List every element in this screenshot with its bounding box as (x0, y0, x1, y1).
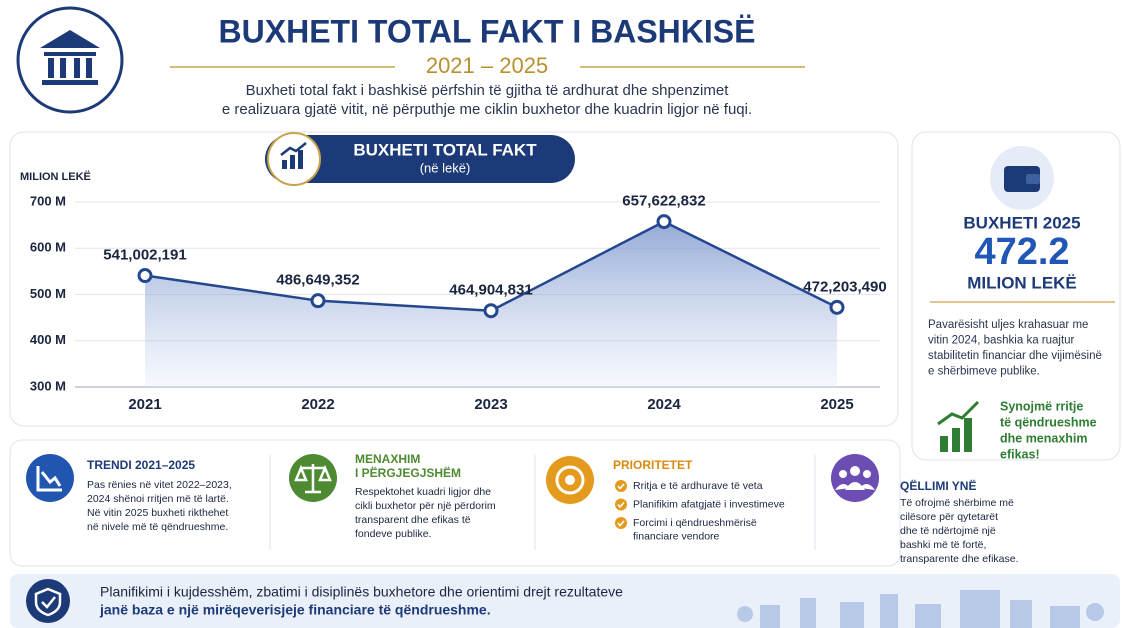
sidebar-text: Pavarësisht uljes krahasuar me vitin 2024… (928, 319, 1102, 461)
wallet-icon (1026, 174, 1040, 184)
sidebar-unit: MILION LEKË (967, 273, 1077, 292)
sidebar-title: BUXHETI 2025 (963, 213, 1080, 232)
card-text: Respektohet kuadri ligjor dhe (355, 486, 491, 498)
value-label: 486,649,352 (276, 272, 359, 289)
card-title: I PËRGJEGJSHËM (355, 465, 461, 480)
sidebar-line: Pavarësisht uljes krahasuar me (928, 319, 1088, 331)
sidebar-line: stabilitetin financiar dhe vijimësinë (928, 350, 1102, 362)
title: BUXHETI TOTAL FAKT I BASHKISË (219, 13, 756, 49)
check-icon (615, 480, 627, 492)
x-tick-label: 2022 (301, 396, 334, 413)
card-item: Rritja e të ardhurave të veta (633, 480, 763, 492)
card-text: transparent dhe efikas të (355, 514, 471, 526)
point (829, 299, 845, 315)
check-icon (615, 498, 627, 511)
x-tick-label: 2023 (474, 396, 507, 413)
description-line: e realizuara gjatë vitit, në përputhje m… (222, 101, 752, 118)
chart-badge (265, 135, 575, 183)
years: 2021 – 2025 (426, 53, 548, 78)
x-tick-label: 2025 (820, 396, 853, 413)
y-tick-label: 400 M (30, 332, 66, 347)
check-icon (617, 501, 625, 509)
card-title: TRENDI 2021–2025 (87, 458, 195, 472)
check-icon (615, 517, 627, 529)
trend-icon (36, 466, 62, 492)
card-text: Në vitin 2025 buxheti rikthehet (87, 507, 228, 519)
chart-icon (280, 142, 307, 169)
card-text: Pas rënies në vitet 2022–2023, (87, 479, 232, 491)
highlight-line: Synojmë rritje (1000, 399, 1083, 413)
value-label: 657,622,832 (622, 193, 705, 210)
plot: 300 M 400 M 500 M 600 M 700 M 541,002,191 486,… (30, 193, 887, 413)
footer-icon (26, 579, 70, 623)
point (310, 293, 326, 309)
cards-panel (9, 439, 901, 567)
growth-icon (937, 400, 980, 452)
target-icon (565, 475, 575, 485)
cards: TRENDI 2021–2025 Pas rënies në vitet 2022… (87, 452, 1019, 565)
check-icon (617, 483, 625, 490)
card-item: Forcimi i qëndrueshmërisë (633, 517, 757, 529)
y-tick-label: 700 M (30, 193, 66, 208)
building-icon (40, 30, 100, 85)
y-tick-label: 300 M (30, 378, 66, 393)
wallet-icon (1004, 166, 1040, 192)
card-text: fondeve publike. (355, 528, 431, 540)
description-line: Buxheti total fakt i bashkisë përfshin t… (246, 82, 730, 99)
card-text: dhe të ndërtojmë një (900, 525, 996, 537)
card-title: PRIORITETET (613, 458, 693, 472)
y-axis-label: MILION LEKË (20, 170, 91, 183)
value-label: 464,904,831 (449, 282, 532, 299)
description: Buxheti total fakt i bashkisë përfshin t… (222, 82, 752, 118)
card-text: në nivele më të qëndrueshme. (87, 521, 228, 533)
sidebar-amount: 472.2 (974, 231, 1069, 273)
card-text: cilësore për qytetarët (900, 511, 998, 523)
footer-line: Planifikimi i kujdesshëm, zbatimi i disi… (100, 584, 623, 600)
sidebar-line: vitin 2024, bashkia ka ruajtur (928, 335, 1075, 347)
card-icon (831, 454, 879, 502)
area (145, 221, 837, 387)
people-icon (835, 466, 875, 490)
card-item: Planifikim afatgjatë i investimeve (633, 498, 785, 510)
card-text: Të ofrojmë shërbime më (900, 497, 1014, 509)
card-item: financiare vendore (633, 530, 720, 542)
card-text: cikli buxhetor për një përdorim (355, 500, 496, 512)
highlight-line: të qëndrueshme (1000, 415, 1097, 429)
chart-subtitle: (në lekë) (420, 160, 471, 175)
sidebar-line: e shërbimeve publike. (928, 366, 1040, 378)
city-skyline (737, 590, 1104, 628)
chart-title: BUXHETI TOTAL FAKT (353, 140, 537, 159)
footer-text: Planifikimi i kujdesshëm, zbatimi i disi… (99, 584, 623, 618)
y-tick-label: 500 M (30, 286, 66, 301)
shield-icon (34, 587, 62, 617)
point (656, 214, 672, 230)
card-text: bashki më të fortë, (900, 539, 986, 551)
highlight-line: efikas! (1000, 447, 1040, 461)
x-tick-label: 2024 (647, 396, 681, 413)
highlight-line: dhe menaxhim (1000, 431, 1088, 445)
x-tick-label: 2021 (128, 396, 161, 413)
check-icon (617, 520, 625, 527)
y-tick-label: 600 M (30, 240, 66, 255)
target-icon (555, 465, 585, 495)
point (137, 268, 153, 284)
value-label: 472,203,490 (803, 278, 886, 295)
value-label: 541,002,191 (103, 247, 186, 264)
card-text: transparente dhe efikase. (900, 553, 1019, 565)
card-text: 2024 shënoi rritjen më të lartë. (87, 493, 229, 505)
card-icon (26, 454, 74, 502)
card-title: QËLLIMI YNË (900, 478, 976, 493)
footer-line: janë baza e një mirëqeverisjeje financia… (99, 602, 491, 618)
logo-ring (16, 6, 124, 114)
sidebar-panel (911, 131, 1121, 461)
card-title: MENAXHIM (355, 452, 420, 466)
scale-icon (294, 464, 332, 494)
point (483, 303, 499, 319)
